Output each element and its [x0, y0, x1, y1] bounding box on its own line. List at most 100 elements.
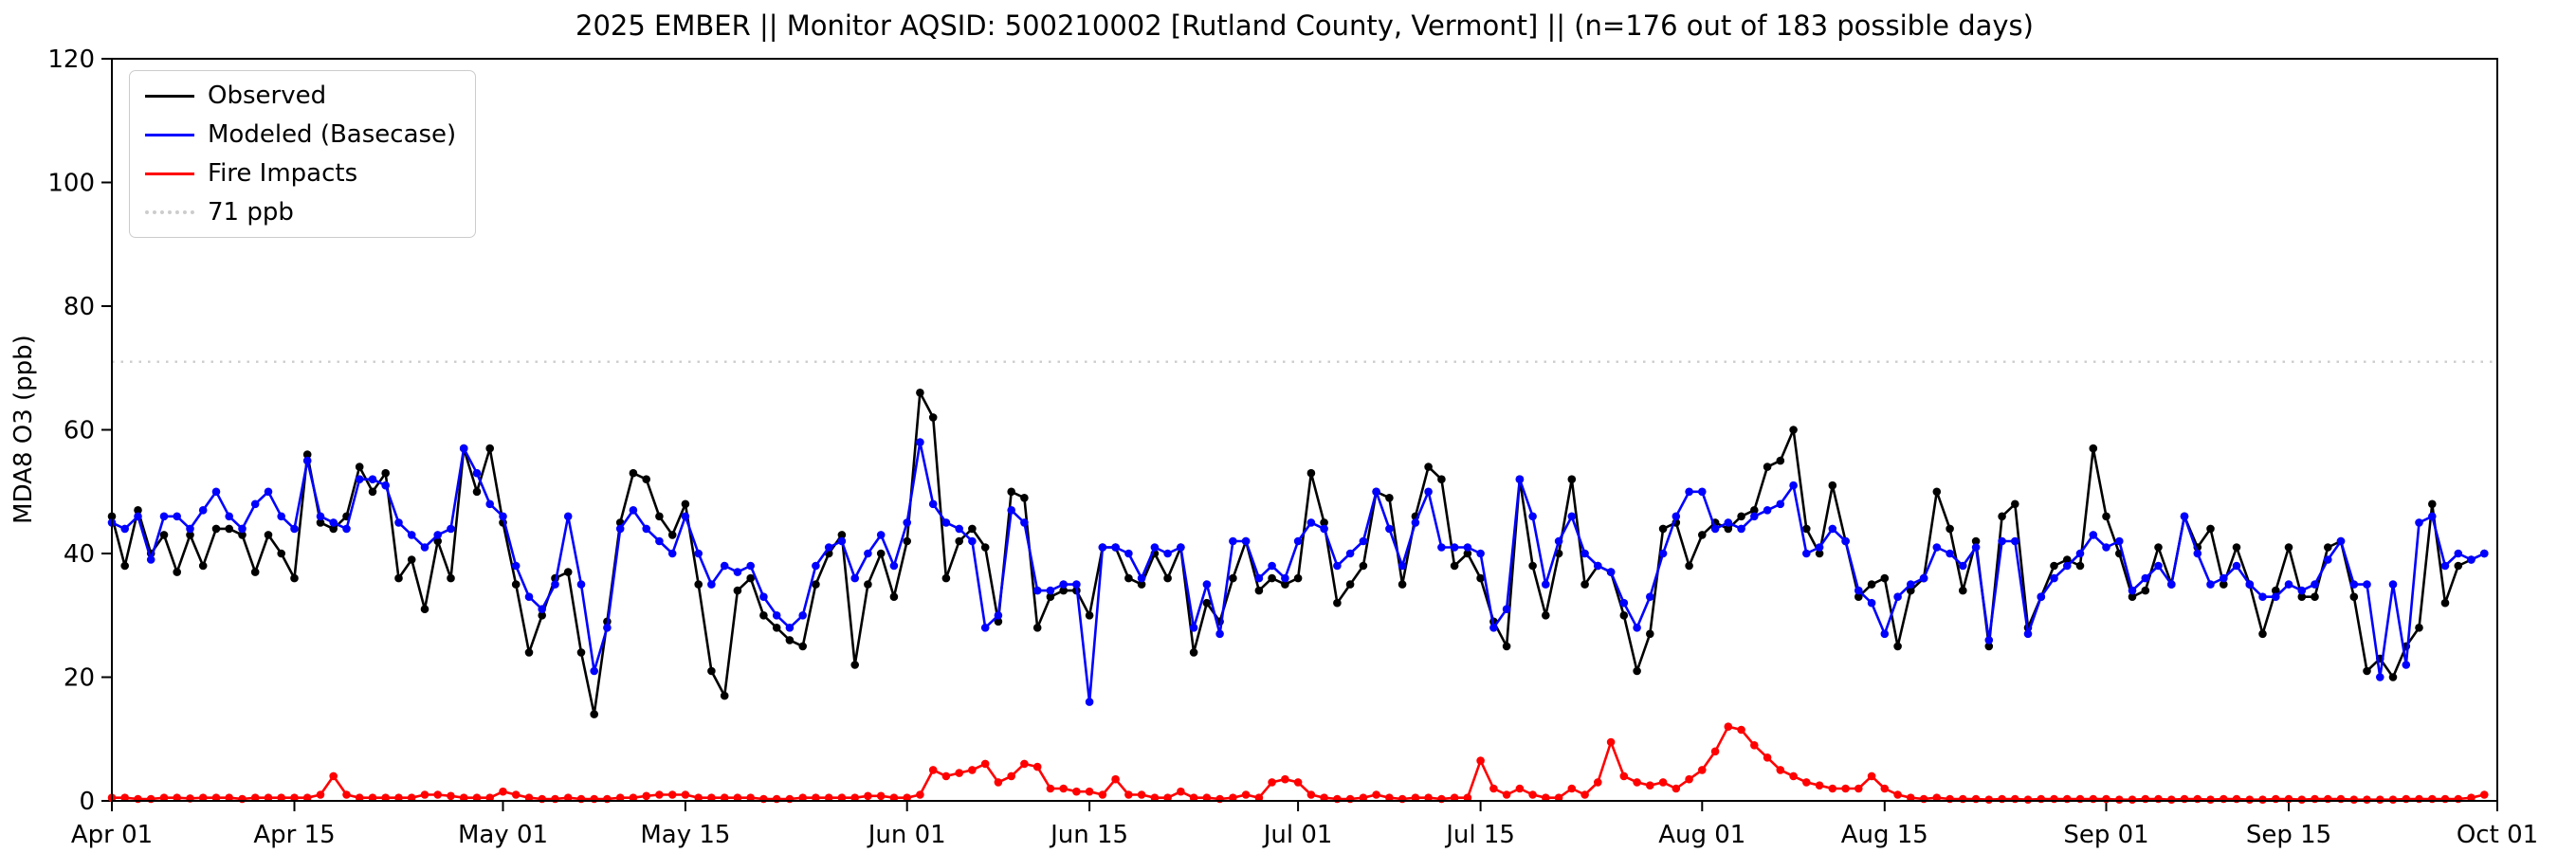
x-tick-label: Oct 01	[2457, 821, 2538, 849]
data-point-fire-impacts	[903, 793, 911, 802]
data-point-fire-impacts	[694, 793, 703, 802]
data-point-modeled-basecase	[798, 611, 807, 620]
data-point-fire-impacts	[1815, 781, 1824, 789]
data-point-fire-impacts	[250, 793, 260, 802]
data-point-observed	[1398, 580, 1407, 589]
data-point-modeled-basecase	[329, 518, 338, 527]
data-point-modeled-basecase	[681, 512, 690, 521]
data-point-observed	[1802, 524, 1811, 534]
data-point-fire-impacts	[1202, 793, 1212, 802]
data-point-modeled-basecase	[1984, 636, 1994, 644]
data-point-observed	[173, 568, 181, 576]
data-point-observed	[1959, 586, 1967, 595]
data-point-modeled-basecase	[837, 536, 847, 546]
data-point-fire-impacts	[447, 791, 455, 801]
data-point-modeled-basecase	[2324, 555, 2332, 564]
data-point-fire-impacts	[1594, 778, 1602, 787]
data-point-modeled-basecase	[1215, 629, 1224, 639]
data-point-modeled-basecase	[928, 499, 938, 509]
data-point-observed	[433, 536, 443, 546]
data-point-observed	[1450, 561, 1459, 571]
data-point-observed	[1776, 456, 1785, 465]
data-point-modeled-basecase	[1946, 549, 1954, 558]
data-point-fire-impacts	[1750, 741, 1759, 750]
data-point-modeled-basecase	[1802, 549, 1811, 558]
data-point-modeled-basecase	[1020, 518, 1029, 527]
data-point-modeled-basecase	[1281, 573, 1289, 583]
data-point-observed	[590, 710, 598, 718]
data-point-fire-impacts	[2075, 794, 2085, 804]
x-tick-label: Aug 01	[1658, 821, 1745, 849]
data-point-observed	[655, 512, 664, 521]
data-point-observed	[576, 648, 586, 657]
data-point-modeled-basecase	[1594, 561, 1602, 571]
data-point-observed	[134, 506, 142, 515]
data-point-observed	[211, 524, 221, 534]
data-point-fire-impacts	[824, 793, 833, 802]
data-point-modeled-basecase	[1229, 536, 1237, 546]
data-point-fire-impacts	[1150, 793, 1160, 802]
data-point-fire-impacts	[759, 794, 768, 804]
data-point-observed	[563, 568, 573, 576]
data-point-observed	[1698, 531, 1707, 539]
data-point-modeled-basecase	[1189, 624, 1198, 632]
data-point-modeled-basecase	[538, 605, 546, 613]
data-point-modeled-basecase	[694, 549, 703, 558]
data-point-fire-impacts	[1907, 793, 1915, 802]
data-point-modeled-basecase	[2467, 555, 2476, 564]
data-point-fire-impacts	[1293, 778, 1303, 787]
data-point-modeled-basecase	[1776, 499, 1785, 509]
data-point-modeled-basecase	[277, 512, 286, 521]
data-point-fire-impacts	[563, 793, 573, 802]
data-point-observed	[1633, 666, 1641, 676]
data-point-fire-impacts	[485, 793, 494, 802]
data-point-observed	[733, 586, 742, 595]
data-point-fire-impacts	[1463, 793, 1472, 802]
data-point-fire-impacts	[329, 771, 338, 781]
data-point-fire-impacts	[1372, 790, 1380, 799]
data-point-modeled-basecase	[1489, 624, 1498, 632]
data-point-fire-impacts	[2141, 794, 2150, 804]
data-point-fire-impacts	[407, 793, 416, 802]
data-point-fire-impacts	[1515, 784, 1525, 793]
y-tick-label: 40	[64, 540, 95, 569]
data-point-observed	[1946, 524, 1954, 534]
data-point-fire-impacts	[2115, 795, 2124, 804]
y-tick-label: 80	[64, 293, 95, 321]
data-point-observed	[994, 617, 1003, 626]
data-point-modeled-basecase	[889, 561, 899, 571]
data-point-observed	[1880, 573, 1890, 583]
data-point-modeled-basecase	[1528, 512, 1537, 521]
data-point-fire-impacts	[381, 793, 391, 802]
data-point-modeled-basecase	[134, 512, 142, 521]
data-point-observed	[1059, 586, 1068, 595]
data-point-fire-impacts	[1685, 774, 1693, 784]
data-point-observed	[1984, 642, 1994, 651]
data-point-fire-impacts	[2349, 795, 2359, 804]
data-point-fire-impacts	[551, 794, 559, 804]
data-point-observed	[277, 549, 286, 558]
data-point-fire-impacts	[2272, 794, 2280, 804]
data-point-observed	[876, 549, 886, 558]
data-point-fire-impacts	[342, 790, 351, 799]
data-point-fire-impacts	[772, 794, 781, 804]
data-point-fire-impacts	[746, 793, 755, 802]
data-point-fire-impacts	[1137, 790, 1146, 799]
data-point-observed	[472, 487, 482, 497]
data-point-observed	[642, 475, 650, 484]
legend-label-modeled: Modeled (Basecase)	[208, 120, 457, 149]
data-point-modeled-basecase	[1932, 543, 1942, 552]
data-point-observed	[1007, 487, 1015, 497]
data-point-observed	[1893, 642, 1902, 651]
data-point-modeled-basecase	[1828, 524, 1837, 534]
data-point-fire-impacts	[681, 790, 690, 799]
data-point-modeled-basecase	[1633, 624, 1641, 632]
data-point-modeled-basecase	[1398, 561, 1407, 571]
data-point-observed	[812, 580, 820, 589]
data-point-fire-impacts	[1189, 793, 1198, 802]
data-point-fire-impacts	[1971, 794, 1981, 804]
data-point-fire-impacts	[1489, 784, 1498, 793]
data-point-fire-impacts	[524, 793, 534, 802]
data-point-modeled-basecase	[1907, 580, 1915, 589]
data-point-modeled-basecase	[994, 611, 1003, 620]
